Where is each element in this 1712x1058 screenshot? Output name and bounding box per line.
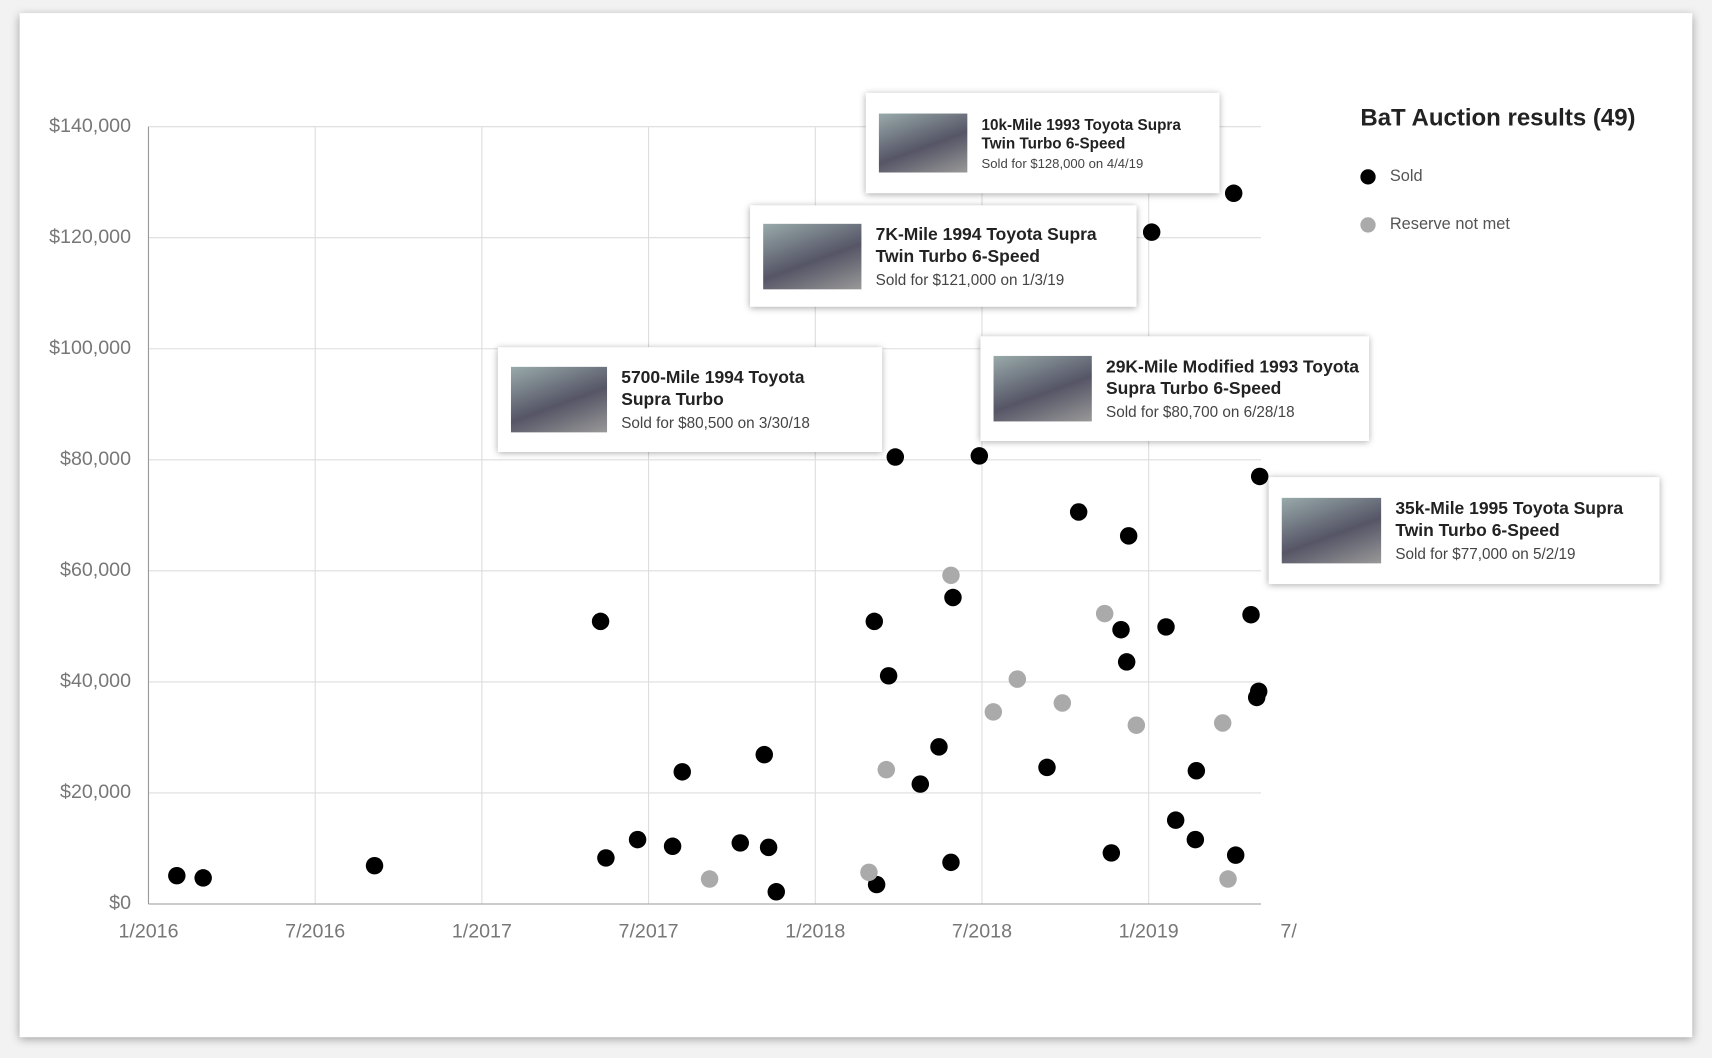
y-tick-label: $100,000 xyxy=(49,337,131,359)
y-tick-label: $20,000 xyxy=(60,781,131,803)
car-photo xyxy=(993,355,1092,422)
point xyxy=(731,834,749,852)
tooltip-text: 35k-Mile 1995 Toyota Supra Twin Turbo 6-… xyxy=(1395,499,1652,562)
y-tick-label: $0 xyxy=(109,892,131,914)
legend-title: BaT Auction results (49) xyxy=(1360,104,1635,131)
legend-marker xyxy=(1360,217,1376,233)
point xyxy=(1226,846,1245,864)
point xyxy=(673,763,691,781)
point xyxy=(1038,758,1056,777)
tooltip-title: 29K-Mile Modified 1993 Toyota Supra Turb… xyxy=(1105,358,1360,399)
tooltip-card: 7K-Mile 1994 Toyota Supra Twin Turbo 6-S… xyxy=(750,205,1137,307)
tooltip-card: 10k-Mile 1993 Toyota Supra Twin Turbo 6-… xyxy=(865,92,1220,194)
tooltip-title: 7K-Mile 1994 Toyota Supra Twin Turbo 6-S… xyxy=(875,225,1097,266)
tooltip-card: 29K-Mile Modified 1993 Toyota Supra Turb… xyxy=(980,336,1370,442)
point xyxy=(1186,830,1205,849)
point xyxy=(930,738,948,756)
tooltip-title: 5700-Mile 1994 Toyota Supra Turbo xyxy=(621,369,805,410)
point xyxy=(1069,503,1088,521)
tooltip-text: 10k-Mile 1993 Toyota Supra Twin Turbo 6-… xyxy=(982,115,1211,171)
point xyxy=(194,869,212,887)
point xyxy=(767,883,786,901)
tooltip-text: 29K-Mile Modified 1993 Toyota Supra Turb… xyxy=(1106,357,1363,420)
y-tick-label: $40,000 xyxy=(60,670,131,692)
point xyxy=(1250,467,1269,486)
tooltip-detail: Sold for $128,000 on 4/4/19 xyxy=(981,155,1144,171)
point xyxy=(942,853,960,872)
point xyxy=(970,447,989,465)
x-tick-label: 7/ xyxy=(1280,921,1297,943)
legend-marker xyxy=(1360,169,1376,185)
point xyxy=(1117,653,1136,671)
point xyxy=(1249,682,1268,701)
car-photo xyxy=(878,113,968,173)
point xyxy=(942,566,960,585)
point xyxy=(1095,604,1114,623)
point xyxy=(1242,605,1260,624)
tooltip-title: 35k-Mile 1995 Toyota Supra Twin Turbo 6-… xyxy=(1395,500,1624,541)
point xyxy=(663,837,682,855)
point xyxy=(1142,223,1161,241)
point xyxy=(1102,844,1121,862)
tooltip-text: 7K-Mile 1994 Toyota Supra Twin Turbo 6-S… xyxy=(876,224,1127,287)
y-tick-label: $80,000 xyxy=(60,448,131,470)
point xyxy=(755,745,774,764)
car-photo xyxy=(763,223,862,289)
point xyxy=(700,870,719,888)
point xyxy=(1053,694,1072,712)
point xyxy=(1008,670,1027,688)
point xyxy=(591,612,610,631)
car-photo xyxy=(510,366,608,433)
tooltip-detail: Sold for $77,000 on 5/2/19 xyxy=(1395,544,1576,563)
point xyxy=(597,849,615,867)
point xyxy=(1224,184,1243,203)
tooltip-detail: Sold for $80,700 on 6/28/18 xyxy=(1105,402,1295,421)
y-tick-label: $140,000 xyxy=(49,115,131,137)
tooltip-title: 10k-Mile 1993 Toyota Supra Twin Turbo 6-… xyxy=(981,115,1181,152)
tooltip-card: 35k-Mile 1995 Toyota Supra Twin Turbo 6-… xyxy=(1268,477,1660,585)
tooltip-card: 5700-Mile 1994 Toyota Supra Turbo Sold fo… xyxy=(497,347,883,453)
point xyxy=(984,703,1003,721)
x-tick-label: 7/2017 xyxy=(619,921,679,943)
y-tick-label: $60,000 xyxy=(60,559,131,581)
point xyxy=(628,830,647,849)
point xyxy=(877,760,896,779)
point xyxy=(1219,870,1237,888)
point xyxy=(1187,762,1206,780)
point xyxy=(879,667,898,685)
x-tick-label: 1/2019 xyxy=(1119,921,1179,943)
point xyxy=(865,612,884,631)
point xyxy=(1127,716,1146,734)
point xyxy=(911,775,930,793)
point xyxy=(1112,620,1130,639)
x-tick-label: 1/2016 xyxy=(118,921,178,943)
x-tick-label: 7/2018 xyxy=(952,921,1012,943)
point xyxy=(944,588,962,607)
x-tick-label: 1/2017 xyxy=(452,921,512,943)
x-tick-label: 1/2018 xyxy=(785,921,845,943)
point xyxy=(886,448,905,466)
legend-label: Sold xyxy=(1390,167,1423,185)
y-tick-label: $120,000 xyxy=(49,226,131,248)
tooltip-text: 5700-Mile 1994 Toyota Supra Turbo Sold fo… xyxy=(621,368,839,431)
x-tick-label: 7/2016 xyxy=(285,921,345,943)
point xyxy=(1119,527,1138,545)
point xyxy=(365,856,384,875)
point xyxy=(168,866,186,885)
tooltip-detail: Sold for $121,000 on 1/3/19 xyxy=(875,270,1065,288)
point xyxy=(759,838,778,857)
legend-label: Reserve not met xyxy=(1390,215,1510,233)
point xyxy=(860,863,878,882)
point xyxy=(1213,714,1232,732)
tooltip-detail: Sold for $80,500 on 3/30/18 xyxy=(621,413,810,432)
car-photo xyxy=(1281,497,1382,564)
point xyxy=(1157,618,1175,636)
point xyxy=(1166,811,1185,829)
